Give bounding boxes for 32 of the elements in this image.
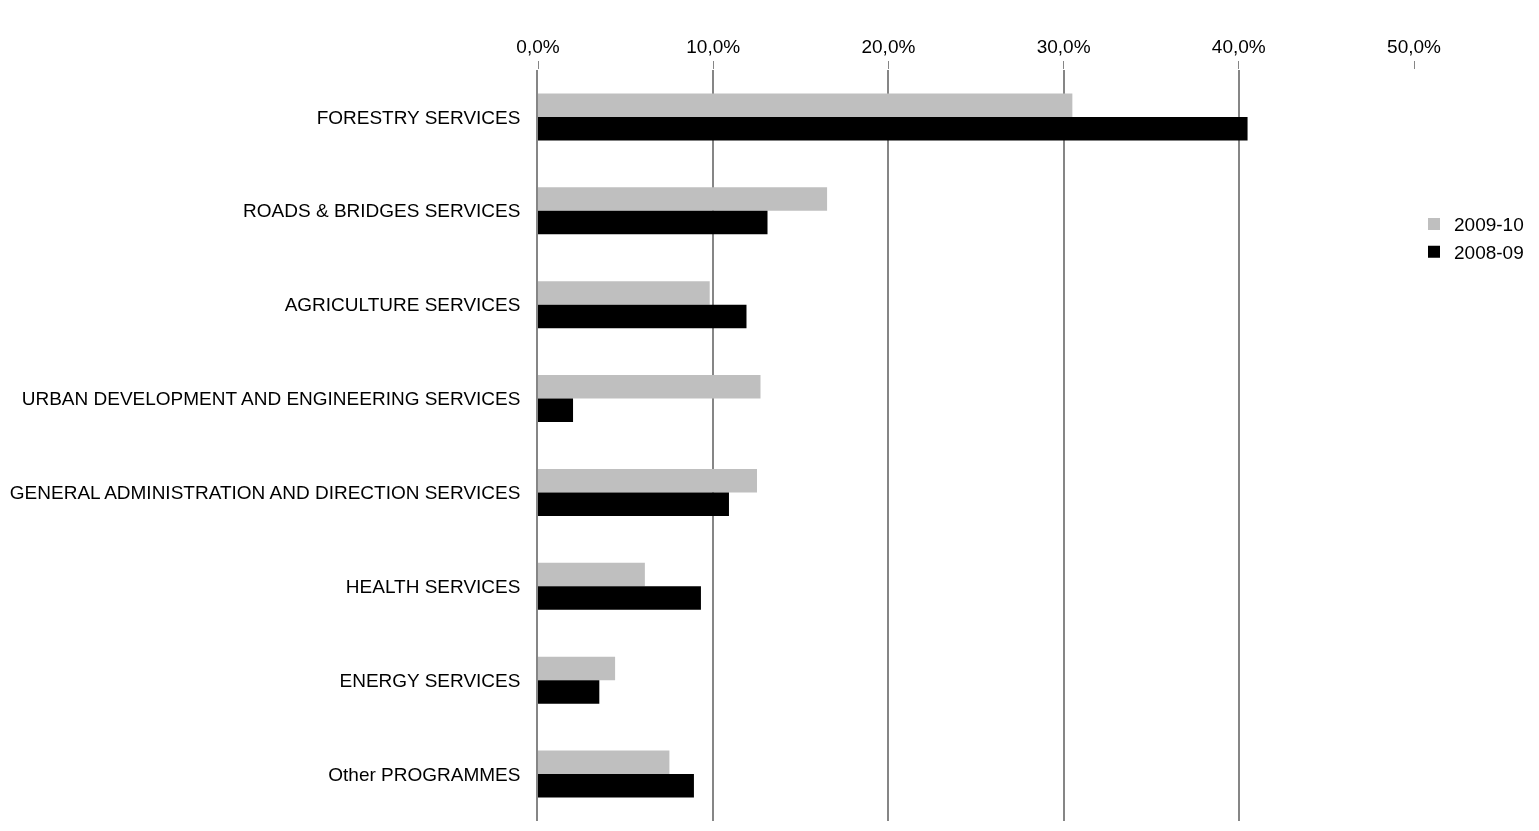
legend-label: 2009-10 <box>1454 214 1524 236</box>
x-tick-label: 10,0% <box>686 36 741 58</box>
bar <box>538 586 701 610</box>
bar <box>538 210 768 235</box>
bar <box>538 562 645 587</box>
bar <box>538 680 600 704</box>
bar <box>538 187 828 211</box>
bar <box>538 375 761 399</box>
x-tick-label: 50,0% <box>1387 36 1442 58</box>
bar <box>538 304 747 329</box>
legend-label: 2008-09 <box>1454 242 1524 264</box>
bar <box>538 93 1073 117</box>
y-tick-label: GENERAL ADMINISTRATION AND DIRECTION SERVICES <box>9 482 521 504</box>
bar <box>538 774 694 798</box>
x-tick-label: 0,0% <box>516 36 560 58</box>
y-tick-label: AGRICULTURE SERVICES <box>284 294 521 316</box>
y-tick-label: HEALTH SERVICES <box>345 575 521 597</box>
bar <box>538 398 574 423</box>
y-tick-label: ROADS & BRIDGES SERVICES <box>243 200 521 222</box>
x-tick-label: 20,0% <box>861 36 916 58</box>
x-tick-label: 30,0% <box>1036 36 1091 58</box>
y-tick-label: URBAN DEVELOPMENT AND ENGINEERING SERVICES <box>21 388 521 410</box>
bar <box>538 656 616 681</box>
y-tick-label: FORESTRY SERVICES <box>316 106 521 128</box>
bar <box>538 468 757 493</box>
bar <box>538 492 729 516</box>
bar <box>538 116 1248 141</box>
y-tick-label: Other PROGRAMMES <box>328 763 521 785</box>
bar <box>538 750 670 775</box>
x-tick-label: 40,0% <box>1211 36 1266 58</box>
y-tick-label: ENERGY SERVICES <box>339 669 521 691</box>
bar <box>538 281 710 305</box>
